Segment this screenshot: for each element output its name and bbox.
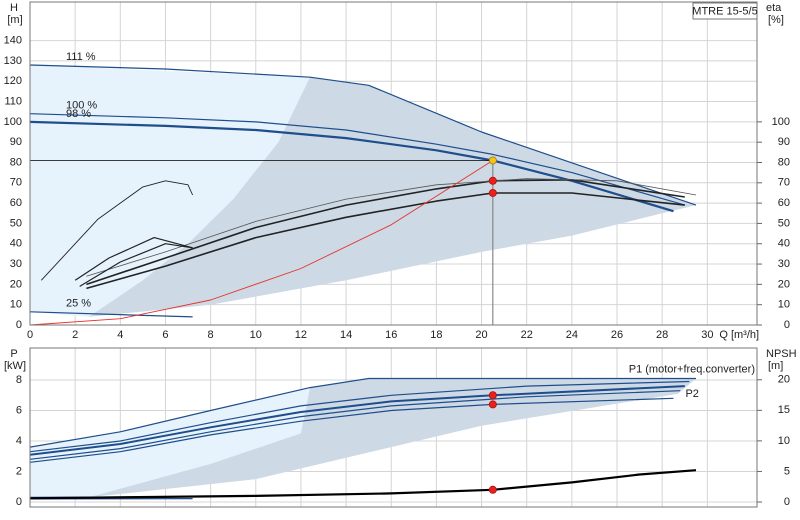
y-tick-label: 50 bbox=[10, 217, 22, 229]
curve-label: P2 bbox=[685, 388, 698, 400]
y2-axis-unit: [%] bbox=[768, 14, 784, 26]
operating-point bbox=[488, 188, 497, 197]
curve bbox=[79, 243, 193, 287]
y-tick-label: 100 bbox=[4, 116, 22, 128]
x-tick-label: 16 bbox=[385, 329, 397, 341]
x-tick-label: 20 bbox=[475, 329, 487, 341]
y-tick-label: 90 bbox=[10, 136, 22, 148]
curve-label: 25 % bbox=[66, 298, 91, 310]
operating-point bbox=[488, 391, 497, 400]
x-tick-label: 4 bbox=[117, 329, 123, 341]
x-tick-label: 12 bbox=[295, 329, 307, 341]
curve-label: 100 % bbox=[66, 100, 97, 112]
curve bbox=[86, 179, 685, 286]
curve bbox=[86, 178, 697, 277]
y2-tick-label: 10 bbox=[778, 435, 790, 447]
y2-tick-label: 10 bbox=[778, 299, 790, 311]
x-tick-label: 28 bbox=[656, 329, 668, 341]
y2-tick-label: 20 bbox=[778, 278, 790, 290]
curve bbox=[74, 237, 193, 281]
operating-range bbox=[88, 378, 696, 498]
y2-tick-label: 15 bbox=[778, 404, 790, 416]
curve bbox=[29, 390, 681, 460]
y2-tick-label: 40 bbox=[778, 238, 790, 250]
y2-tick-label: 90 bbox=[778, 136, 790, 148]
y2-axis-unit: [m] bbox=[768, 360, 783, 372]
curve bbox=[29, 120, 674, 213]
curve bbox=[29, 311, 193, 318]
curve bbox=[86, 192, 685, 290]
y-tick-label: 60 bbox=[10, 197, 22, 209]
y-tick-label: 0 bbox=[16, 319, 22, 331]
y-axis-label: P bbox=[10, 348, 17, 360]
model-label: MTRE 15-5/5 bbox=[692, 5, 757, 17]
x-tick-label: 26 bbox=[611, 329, 623, 341]
curve bbox=[29, 160, 494, 326]
operating-point bbox=[488, 176, 497, 185]
x-tick-label: 6 bbox=[162, 329, 168, 341]
y-tick-label: 130 bbox=[4, 55, 22, 67]
y2-tick-label: 20 bbox=[778, 374, 790, 386]
y-tick-label: 4 bbox=[16, 435, 22, 447]
curve bbox=[29, 113, 685, 206]
y-axis-label: H bbox=[10, 2, 18, 14]
curve bbox=[40, 180, 194, 281]
curve bbox=[29, 380, 690, 453]
y2-tick-label: 5 bbox=[784, 465, 790, 477]
x-axis-label: Q [m³/h] bbox=[719, 329, 759, 341]
curve-label: 111 % bbox=[66, 51, 96, 63]
y-axis-unit: [m] bbox=[7, 14, 22, 26]
operating-range bbox=[30, 65, 310, 317]
curve-label: P1 (motor+freq.converter) bbox=[629, 363, 755, 375]
y2-axis-label: eta bbox=[766, 2, 782, 14]
y-tick-label: 110 bbox=[4, 95, 22, 107]
x-tick-label: 22 bbox=[521, 329, 533, 341]
y-tick-label: 2 bbox=[16, 465, 22, 477]
y2-tick-label: 80 bbox=[778, 156, 790, 168]
y-tick-label: 0 bbox=[16, 496, 22, 508]
y-tick-label: 8 bbox=[16, 374, 22, 386]
y-tick-label: 10 bbox=[10, 299, 22, 311]
curve bbox=[29, 64, 697, 206]
y-tick-label: 6 bbox=[16, 404, 22, 416]
operating-point bbox=[488, 156, 497, 165]
y2-tick-label: 30 bbox=[778, 258, 790, 270]
operating-point bbox=[488, 485, 497, 494]
model-box bbox=[692, 2, 758, 20]
x-tick-label: 24 bbox=[566, 329, 578, 341]
y-tick-label: 70 bbox=[10, 177, 22, 189]
y-tick-label: 20 bbox=[10, 278, 22, 290]
x-tick-label: 18 bbox=[430, 329, 442, 341]
y2-axis-label: NPSH bbox=[766, 348, 797, 360]
plot-frame bbox=[29, 1, 758, 326]
y-tick-label: 30 bbox=[10, 258, 22, 270]
x-tick-label: 0 bbox=[27, 329, 33, 341]
x-tick-label: 2 bbox=[72, 329, 78, 341]
y-tick-label: 120 bbox=[4, 75, 22, 87]
x-tick-label: 10 bbox=[250, 329, 262, 341]
curve-label: 98 % bbox=[66, 108, 91, 120]
y2-tick-label: 100 bbox=[772, 116, 790, 128]
curve bbox=[29, 377, 696, 448]
operating-point bbox=[488, 400, 497, 409]
x-tick-label: 8 bbox=[208, 329, 214, 341]
y2-tick-label: 0 bbox=[784, 319, 790, 331]
x-tick-label: 14 bbox=[340, 329, 352, 341]
y2-tick-label: 60 bbox=[778, 197, 790, 209]
y-tick-label: 140 bbox=[4, 35, 22, 47]
y2-tick-label: 0 bbox=[784, 496, 790, 508]
y2-tick-label: 70 bbox=[778, 177, 790, 189]
y-axis-unit: [kW] bbox=[4, 360, 26, 372]
plot-frame bbox=[29, 347, 758, 508]
y-tick-label: 80 bbox=[10, 156, 22, 168]
y-tick-label: 40 bbox=[10, 238, 22, 250]
x-tick-label: 30 bbox=[701, 329, 713, 341]
y2-tick-label: 50 bbox=[778, 217, 790, 229]
